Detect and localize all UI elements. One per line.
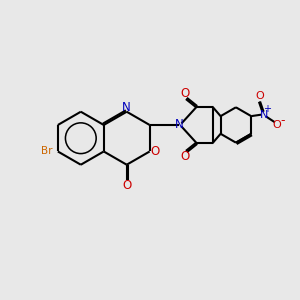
Text: N: N (175, 118, 184, 131)
Text: O: O (150, 145, 159, 158)
Text: O: O (180, 87, 189, 100)
Text: O: O (122, 179, 131, 192)
Text: O: O (256, 91, 264, 101)
Text: N: N (260, 110, 268, 120)
Text: O: O (273, 120, 281, 130)
Text: N: N (122, 101, 131, 114)
Text: Br: Br (41, 146, 52, 157)
Text: +: + (263, 104, 271, 114)
Text: O: O (180, 150, 189, 163)
Text: -: - (280, 114, 285, 127)
